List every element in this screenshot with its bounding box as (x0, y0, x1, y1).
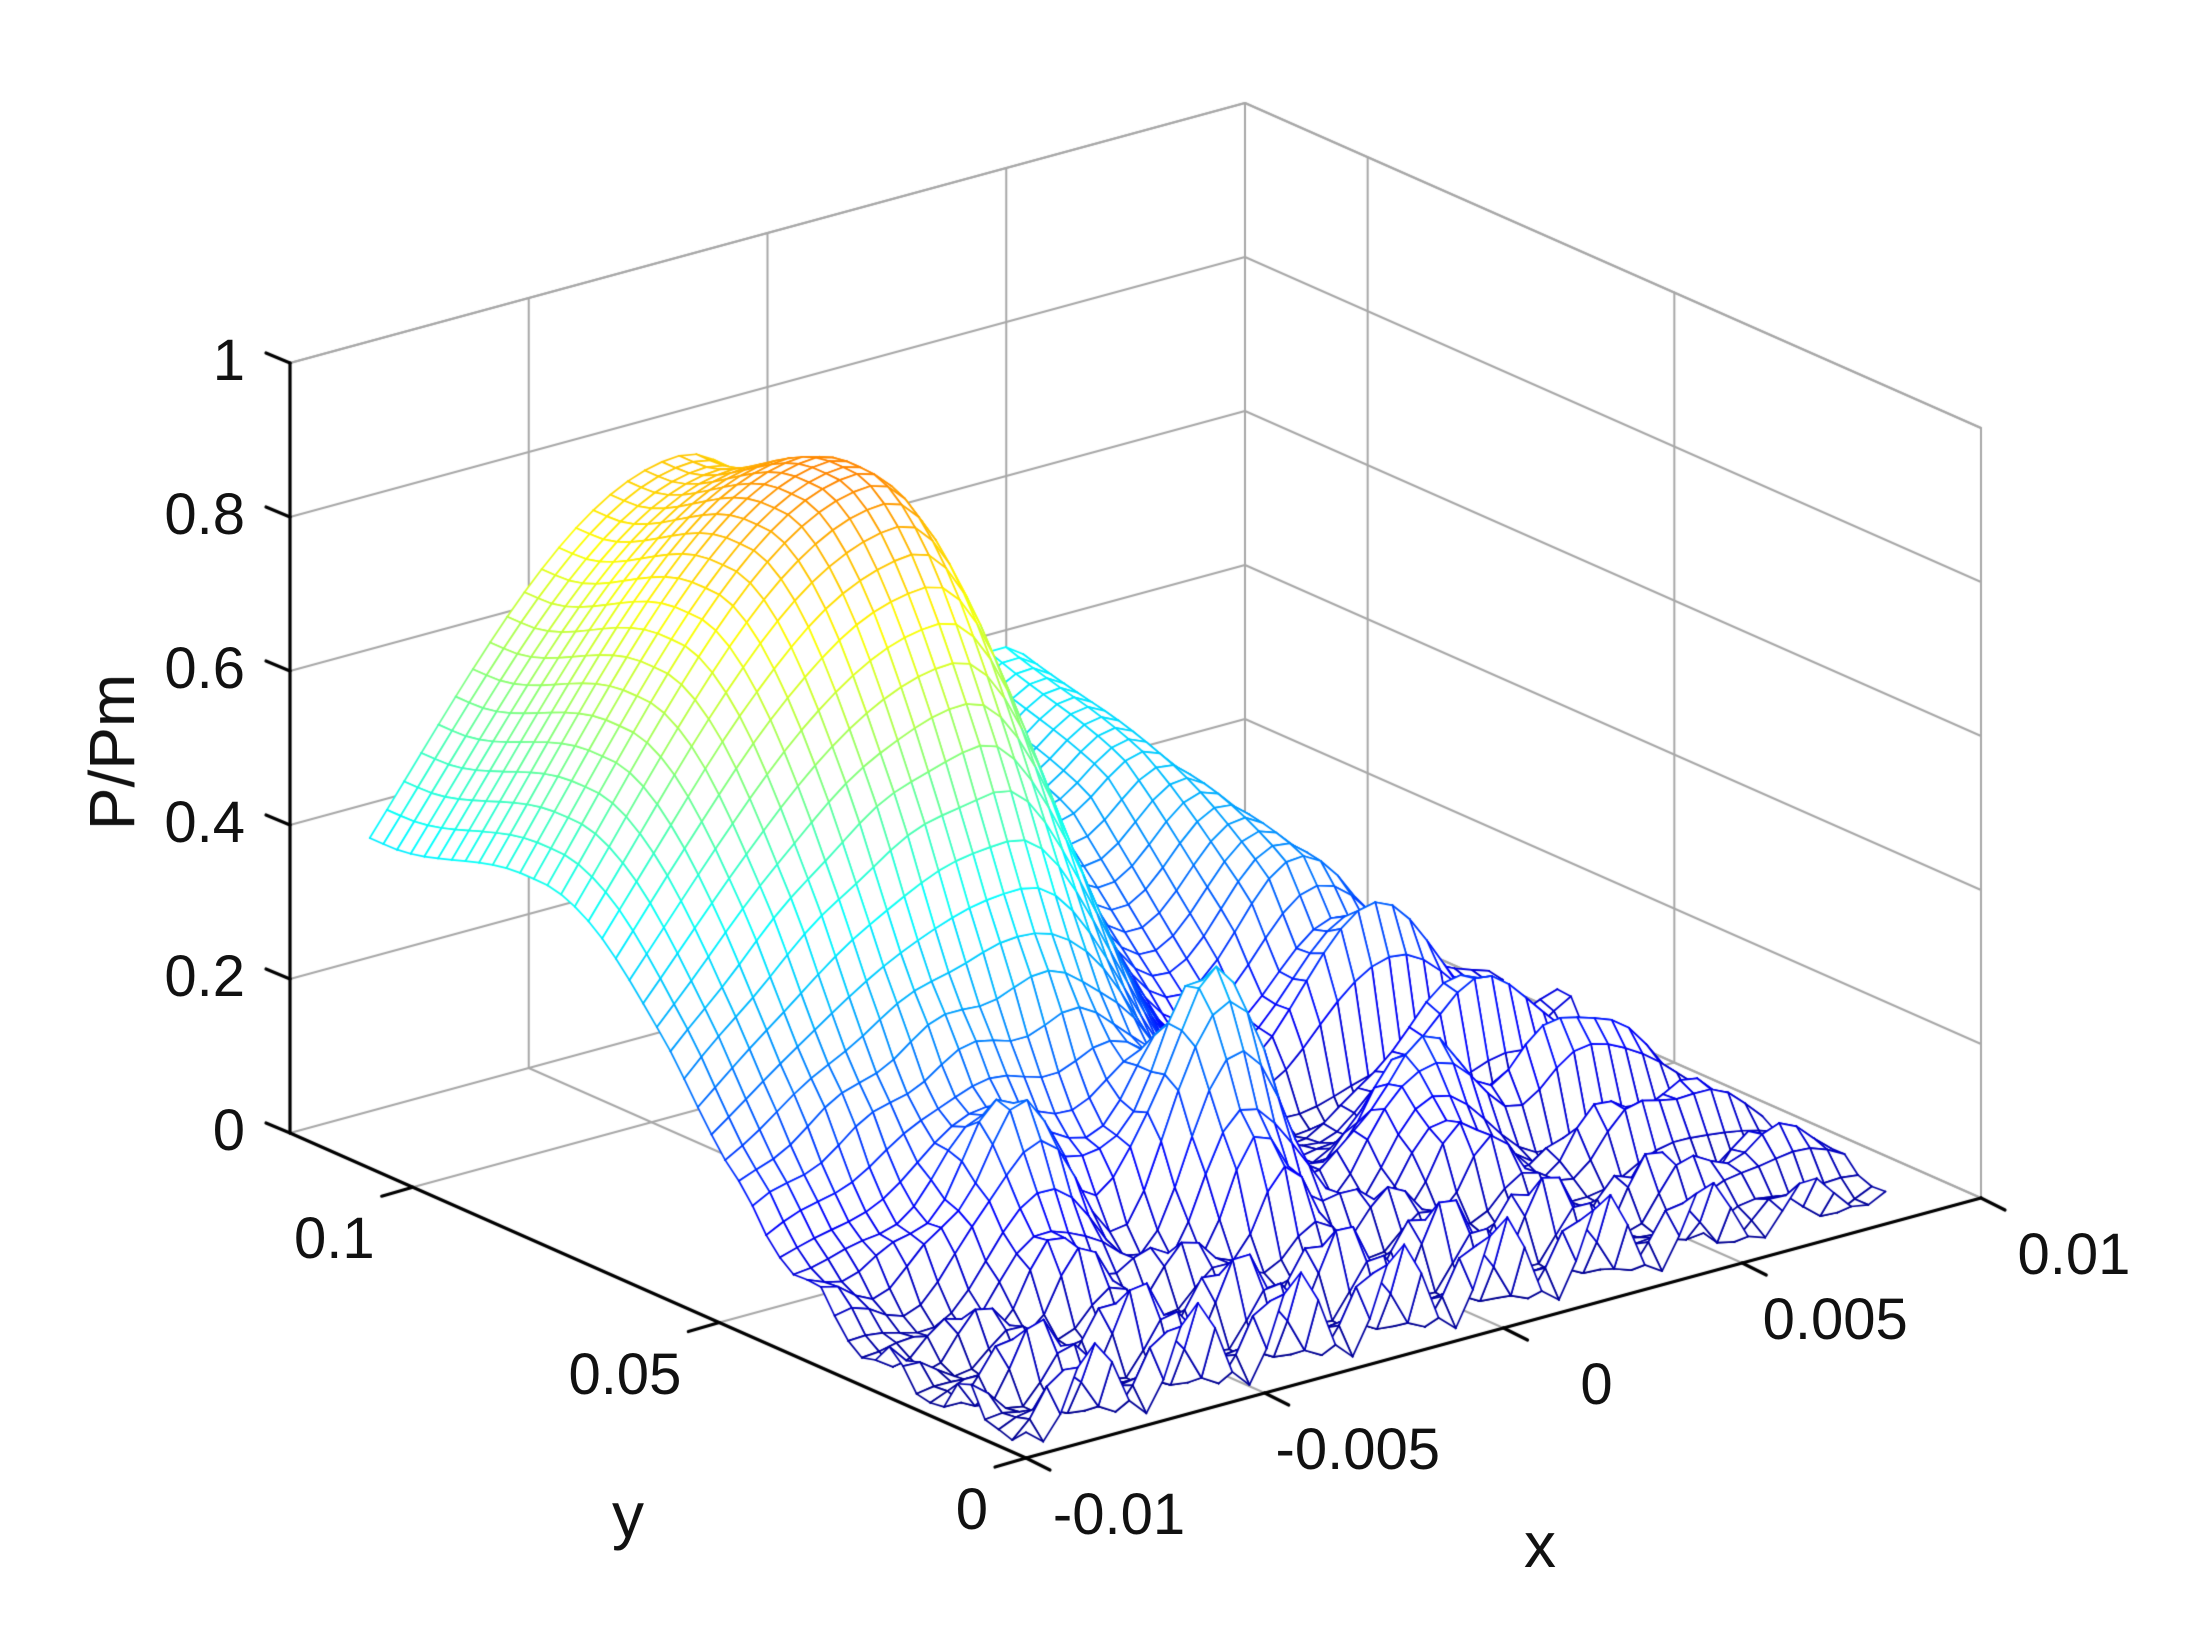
z-tick-label: 0.4 (164, 790, 245, 855)
x-axis-label: x (1524, 1509, 1556, 1581)
y-tick-label: 0.05 (568, 1341, 682, 1407)
y-axis-label: y (612, 1479, 644, 1551)
z-tick-label: 0.6 (164, 636, 245, 701)
z-tick-label: 0.8 (164, 482, 245, 547)
z-tick-label: 0.2 (164, 944, 245, 1009)
z-axis-label: P/Pm (76, 673, 148, 831)
x-tick-label: -0.01 (1052, 1482, 1186, 1547)
x-tick-label: 0.005 (1762, 1287, 1908, 1352)
z-tick-label: 0 (212, 1098, 245, 1163)
y-tick-label: 0.1 (294, 1206, 375, 1272)
x-tick-label: 0.01 (2017, 1222, 2131, 1287)
x-tick-label: 0 (1580, 1352, 1613, 1417)
y-tick-label: 0 (955, 1477, 988, 1542)
x-tick-label: -0.005 (1275, 1417, 1440, 1482)
z-tick-label: 1 (212, 328, 245, 393)
